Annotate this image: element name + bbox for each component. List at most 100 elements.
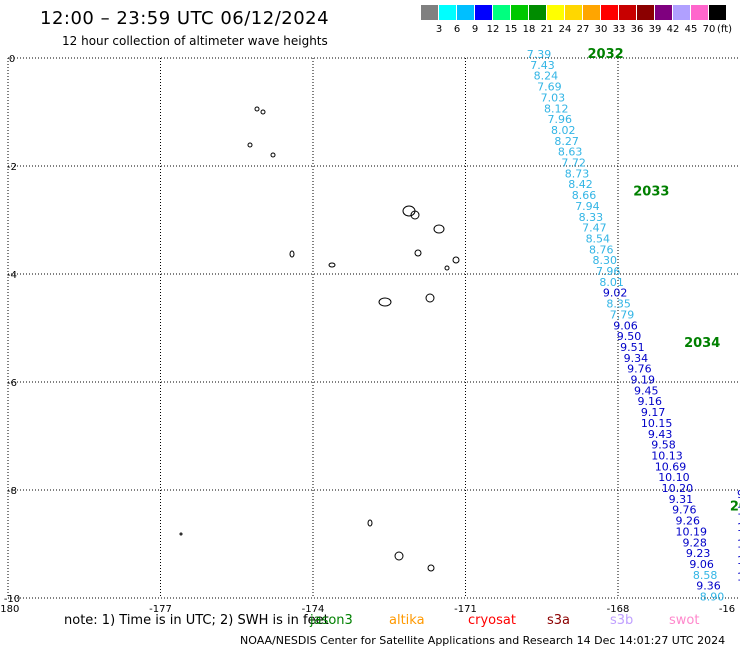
wave-height-value: 10.69 [655, 460, 687, 473]
wave-height-value: 9.36 [696, 580, 721, 593]
legend-label: 3 [435, 24, 443, 35]
wave-height-value: 7.72 [561, 157, 586, 170]
page-subtitle: 12 hour collection of altimeter wave hei… [62, 34, 328, 48]
wave-height-value: 9.51 [620, 341, 645, 354]
wave-height-value: 7.96 [548, 113, 573, 126]
legend-swatch [457, 5, 474, 20]
y-tick-label: 0 [9, 54, 15, 65]
wave-height-value: 8.30 [592, 254, 617, 267]
wave-height-value: 7.94 [575, 200, 600, 213]
wave-height-value: 8.12 [544, 102, 569, 115]
legend-label: 42 [666, 24, 680, 35]
wave-height-value: 8.54 [586, 232, 611, 245]
wave-height-value: 10.20 [662, 482, 694, 495]
edge-wave-height-value: 10 [737, 571, 740, 584]
edge-wave-height-value: 9 [737, 488, 740, 501]
footer-credit: NOAA/NESDIS Center for Satellite Applica… [240, 634, 726, 647]
y-tick-label: -6 [7, 378, 17, 389]
legend-swatch [475, 5, 492, 20]
wave-height-value: 9.16 [637, 395, 662, 408]
legend-label: 24 [558, 24, 572, 35]
pass-time-label: 2033 [633, 185, 669, 200]
legend-swatch [421, 5, 438, 20]
island-outline [378, 297, 392, 307]
map-grid [7, 57, 740, 599]
legend-label: 9 [471, 24, 479, 35]
wave-height-value: 7.96 [596, 265, 621, 278]
axis-ticks: -180 -177 -174 -171 -168 -16 0 -2 -4 -6 -8 -10 [0, 54, 735, 615]
legend-swatch [655, 5, 672, 20]
wave-height-value: 9.17 [641, 406, 666, 419]
legend-label: 45 [684, 24, 698, 35]
y-tick-label: -10 [4, 594, 20, 605]
legend-swatch [601, 5, 618, 20]
wave-height-value: 8.58 [693, 569, 718, 582]
wave-height-value: 7.47 [582, 222, 607, 235]
wave-height-value: 8.73 [565, 167, 590, 180]
wave-height-value: 10.13 [651, 449, 683, 462]
wave-height-value: 7.79 [610, 308, 635, 321]
island-outline [254, 106, 260, 112]
island-outline [394, 551, 404, 561]
wave-height-value: 9.58 [651, 439, 676, 452]
satellite-label: altika [389, 613, 425, 628]
y-tick-label: -2 [7, 162, 17, 173]
legend-label: 21 [540, 24, 554, 35]
wave-height-value: 8.27 [554, 135, 579, 148]
legend-swatch [493, 5, 510, 20]
legend-label: 18 [522, 24, 536, 35]
wave-height-value: 8.42 [568, 178, 593, 191]
pass-time-label: 2034 [684, 336, 720, 351]
pass-labels: 2032 2033 2034 2035 [588, 47, 740, 515]
legend-label: 15 [504, 24, 518, 35]
edge-wave-height-value: 10 [737, 521, 740, 534]
island-outline [410, 210, 420, 220]
wave-height-value: 10.10 [658, 471, 690, 484]
satellite-label: jason3 [310, 613, 353, 628]
island-outline [452, 256, 460, 264]
island-outline [414, 249, 422, 257]
wave-height-value: 9.19 [631, 374, 656, 387]
wave-height-track: 7.397.438.247.697.038.127.968.028.278.63… [527, 48, 740, 604]
wave-height-value: 9.23 [686, 547, 711, 560]
island-outlines [179, 106, 460, 572]
legend-label: 30 [594, 24, 608, 35]
island-outline [179, 532, 183, 536]
island-outline [425, 293, 435, 303]
island-outline [260, 109, 266, 115]
legend-label: 70 [702, 24, 716, 35]
satellite-label: s3a [547, 613, 571, 628]
legend-label: 39 [648, 24, 662, 35]
island-outline [367, 519, 373, 527]
x-tick-label: -174 [302, 604, 325, 615]
wave-height-value: 9.45 [634, 384, 659, 397]
legend-swatch [547, 5, 564, 20]
wave-height-value: 8.76 [589, 243, 614, 256]
page-title: 12:00 – 23:59 UTC 06/12/2024 [40, 8, 330, 29]
x-tick-label: -16 [719, 604, 735, 615]
x-tick-label: -180 [0, 604, 19, 615]
legend-label: 6 [453, 24, 461, 35]
legend-label: 36 [630, 24, 644, 35]
x-tick-label: -177 [149, 604, 172, 615]
island-outline [328, 262, 336, 268]
legend-label: 12 [486, 24, 500, 35]
wave-height-value: 7.43 [530, 59, 555, 72]
pass-time-label: 2032 [588, 47, 624, 62]
wave-height-value: 9.06 [689, 558, 714, 571]
legend-swatch [565, 5, 582, 20]
pass-time-label: 2035 [730, 500, 740, 515]
edge-wave-height-value: 10 [737, 554, 740, 567]
legend-label: 27 [576, 24, 590, 35]
wave-height-value: 7.03 [541, 91, 566, 104]
wave-height-value: 8.66 [572, 189, 597, 202]
satellite-label: s3b [610, 613, 634, 628]
island-outline [444, 265, 450, 271]
wave-height-value: 8.35 [606, 298, 631, 311]
wave-height-value: 9.50 [617, 330, 642, 343]
wave-height-value: 9.28 [682, 536, 707, 549]
legend-unit: (ft) [717, 24, 733, 35]
x-tick-label: -168 [607, 604, 630, 615]
legend-swatch [691, 5, 708, 20]
